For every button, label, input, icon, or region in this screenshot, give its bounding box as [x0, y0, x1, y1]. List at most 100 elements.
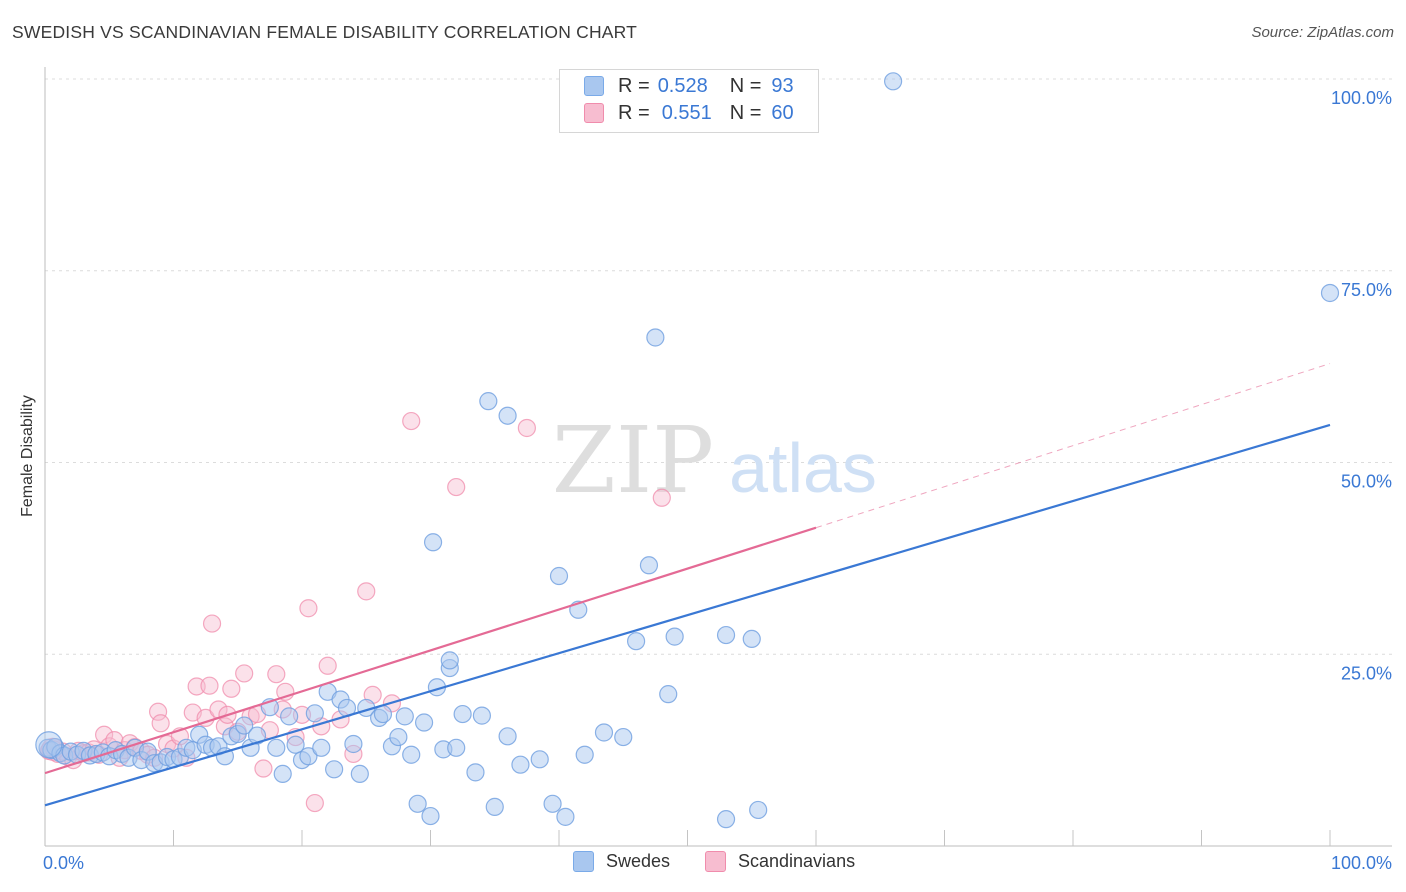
- swedes-point: [594, 723, 614, 742]
- legend-r-value: 0.551: [661, 101, 712, 124]
- swedes-point: [440, 651, 459, 670]
- scandinavians-point: [200, 676, 219, 695]
- swedes-point: [389, 727, 408, 747]
- swedes-point-cluster: [35, 731, 63, 759]
- correlation-legend: R = 0.528 N = 93 R = 0.551 N = 60: [559, 69, 819, 133]
- swedes-point: [498, 727, 517, 746]
- x-tick-label-max: 100.0%: [1331, 853, 1392, 873]
- scandinavians-swatch: [705, 851, 726, 872]
- swedes-point: [626, 632, 646, 651]
- legend-n-label: N =: [729, 101, 762, 124]
- scandinavians-label: Scandinavians: [738, 851, 856, 871]
- swedes-point: [716, 625, 736, 645]
- y-tick-label-100: 100.0%: [1331, 88, 1392, 108]
- swedes-point: [286, 735, 305, 754]
- scandinavians-trend-line: [44, 526, 817, 775]
- swedes-points: [35, 72, 1340, 829]
- swedes-point: [485, 797, 504, 816]
- y-tick-label-50: 50.0%: [1341, 472, 1392, 492]
- scandinavians-point: [652, 488, 671, 507]
- scandinavians-point: [357, 582, 376, 601]
- scandinavians-point: [148, 702, 168, 721]
- series-legend: Swedes Scandinavians: [0, 851, 1406, 877]
- swedes-swatch: [573, 851, 594, 872]
- swedes-point: [453, 704, 472, 724]
- swedes-point: [1320, 283, 1340, 303]
- swedes-point: [280, 707, 299, 726]
- tick-labels: 25.0% 50.0% 75.0% 100.0% 0.0% 100.0%: [43, 88, 1392, 873]
- gridlines: [45, 78, 1392, 655]
- swedes-point: [402, 745, 421, 764]
- swedes-point: [423, 533, 443, 552]
- scandinavians-trend-extension: [815, 363, 1331, 529]
- swedes-point: [749, 800, 768, 820]
- swedes-trend-line: [44, 423, 1331, 807]
- scandinavians-point: [187, 677, 206, 696]
- watermark-atlas: atlas: [729, 429, 877, 507]
- legend-row-swedes: R = 0.528 N = 93: [584, 73, 794, 99]
- legend-n-value: 93: [771, 74, 794, 97]
- swedes-point: [466, 763, 485, 782]
- legend-swatch-scandinavians: [584, 103, 604, 123]
- scandinavians-point: [447, 477, 466, 497]
- y-tick-label-25: 25.0%: [1341, 663, 1392, 683]
- swedes-point: [344, 734, 363, 754]
- watermark-zip: ZIP: [552, 407, 714, 514]
- legend-n-label: N =: [729, 74, 762, 97]
- swedes-point: [408, 794, 427, 813]
- swedes-point: [716, 810, 736, 829]
- scandinavians-point: [151, 714, 170, 733]
- legend-item-scandinavians[interactable]: Scandinavians: [705, 851, 855, 872]
- swedes-point: [614, 727, 633, 747]
- swedes-point: [530, 750, 549, 769]
- scandinavians-point: [305, 793, 324, 813]
- swedes-point: [639, 556, 659, 575]
- chart-title: SWEDISH VS SCANDINAVIAN FEMALE DISABILIT…: [12, 22, 638, 42]
- swedes-point: [742, 629, 761, 649]
- swedes-point: [267, 738, 286, 757]
- swedes-point: [325, 760, 344, 779]
- swedes-point: [273, 764, 292, 784]
- swedes-point: [215, 747, 234, 766]
- swedes-point: [479, 392, 498, 411]
- swedes-point: [646, 328, 665, 347]
- scandinavians-point: [299, 599, 318, 618]
- swedes-point: [247, 726, 267, 745]
- legend-r-value: 0.528: [657, 74, 708, 97]
- swedes-point: [665, 627, 684, 646]
- swedes-point: [299, 747, 318, 766]
- watermark: ZIP atlas: [552, 407, 877, 514]
- legend-swatch-swedes: [584, 76, 604, 96]
- axes: [44, 67, 1392, 847]
- swedes-point: [414, 713, 434, 732]
- swedes-point: [543, 794, 562, 813]
- swedes-label: Swedes: [606, 851, 671, 871]
- swedes-point: [575, 745, 594, 764]
- scandinavians-point: [254, 759, 273, 778]
- swedes-point: [883, 72, 903, 91]
- trend-lines: [44, 363, 1331, 807]
- legend-item-swedes[interactable]: Swedes: [573, 851, 670, 872]
- legend-n-value: 60: [771, 101, 794, 124]
- chart-source: Source: ZipAtlas.com: [1251, 24, 1394, 41]
- swedes-point: [447, 738, 466, 757]
- scandinavians-point: [196, 708, 215, 728]
- scandinavians-point: [95, 725, 114, 744]
- swedes-point: [235, 716, 254, 735]
- legend-r-label: R =: [618, 74, 650, 97]
- swedes-point: [472, 706, 491, 725]
- scandinavians-point: [267, 665, 286, 684]
- swedes-point: [305, 704, 324, 723]
- y-tick-label-75: 75.0%: [1341, 280, 1392, 300]
- swedes-point: [549, 566, 569, 586]
- swedes-point: [498, 406, 517, 425]
- scandinavians-point: [222, 679, 241, 698]
- scandinavians-point: [202, 614, 222, 633]
- swedes-point: [556, 807, 575, 826]
- swedes-point: [312, 738, 331, 757]
- scandinavians-point: [318, 656, 337, 675]
- scandinavians-point: [235, 664, 254, 683]
- legend-row-scandinavians: R = 0.551 N = 60: [584, 100, 794, 126]
- swedes-point: [395, 707, 414, 726]
